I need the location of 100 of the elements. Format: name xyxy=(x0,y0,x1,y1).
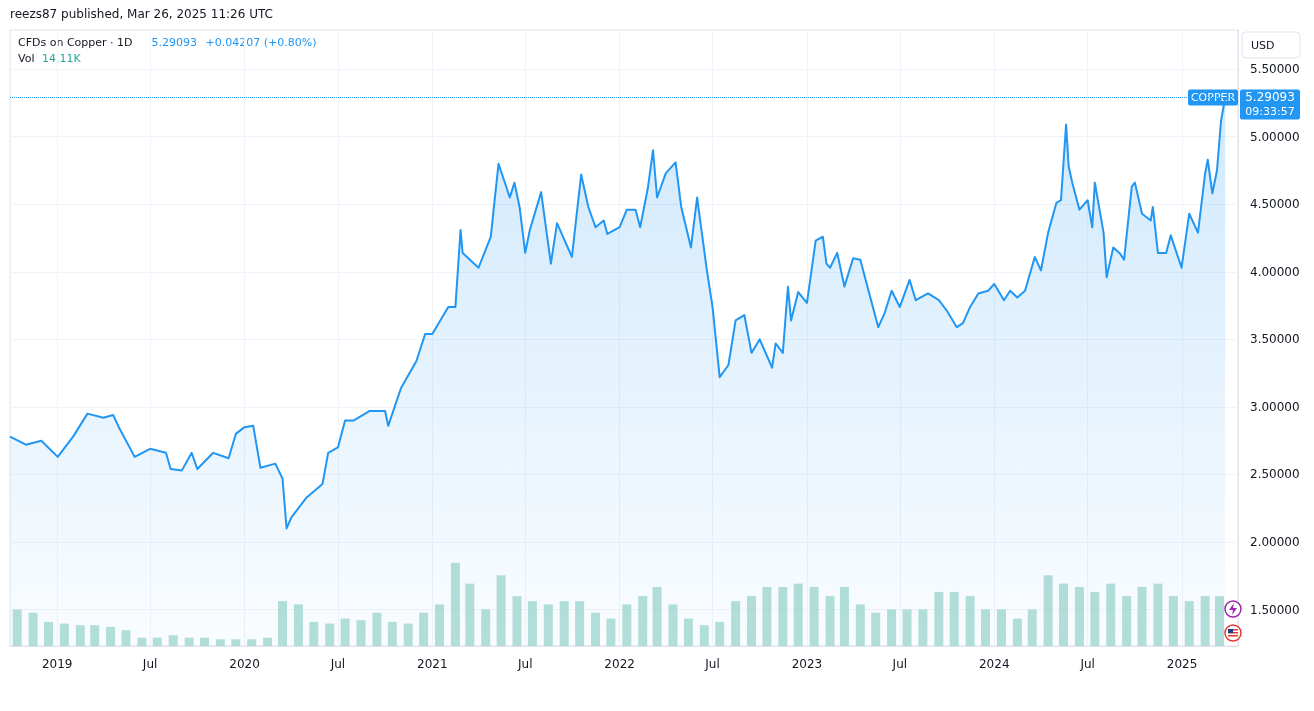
bar xyxy=(1137,586,1147,646)
x-tick-label: 2021 xyxy=(417,657,448,671)
y-axis-title: USD xyxy=(1251,38,1275,52)
bar xyxy=(90,625,100,646)
bar xyxy=(387,621,397,646)
annotation: Vol xyxy=(18,51,35,65)
bar xyxy=(1200,596,1210,646)
bar xyxy=(1059,583,1069,646)
bar xyxy=(1184,601,1194,646)
bar xyxy=(715,621,725,646)
x-tick-label: 2024 xyxy=(978,657,1010,671)
bar xyxy=(465,583,475,646)
bar xyxy=(855,604,865,646)
y-tick-label: 3.50000 xyxy=(1250,332,1300,347)
bar xyxy=(199,637,209,646)
bar xyxy=(747,596,757,646)
bar xyxy=(247,639,257,646)
bar xyxy=(1027,609,1037,646)
x-tick-label: 2022 xyxy=(604,657,635,671)
bar xyxy=(1043,575,1053,646)
text: CFDs on Copper · 1D xyxy=(18,35,133,49)
bar xyxy=(591,612,601,646)
bar xyxy=(527,601,537,646)
bar xyxy=(184,637,194,646)
bar xyxy=(403,623,413,646)
bar xyxy=(1074,586,1084,646)
bar xyxy=(1168,596,1178,646)
x-tick-label: Jul xyxy=(516,657,533,671)
bar xyxy=(419,612,429,646)
y-tick-label: 5.00000 xyxy=(1250,129,1300,144)
bar xyxy=(340,618,350,646)
y-tick-label: 2.00000 xyxy=(1250,534,1300,549)
x-tick-label: Jul xyxy=(891,657,908,671)
bar xyxy=(1106,583,1116,646)
bar xyxy=(512,596,522,646)
bar xyxy=(152,637,162,646)
bar xyxy=(372,612,382,646)
x-tick-label: Jul xyxy=(329,657,346,671)
bar xyxy=(606,618,616,646)
annotation: +0.04207 (+0.80%) xyxy=(205,35,317,49)
annotation: 5.29093 xyxy=(151,35,197,49)
x-tick-label: 2025 xyxy=(1166,657,1198,671)
bar xyxy=(793,583,803,646)
bar xyxy=(325,623,335,646)
y-tick-label: 4.50000 xyxy=(1250,197,1300,212)
bar xyxy=(683,618,693,646)
bar xyxy=(277,601,287,646)
y-tick-label: 1.50000 xyxy=(1250,602,1300,617)
bar xyxy=(106,626,116,646)
y-tick-label: 3.00000 xyxy=(1250,399,1300,414)
bar xyxy=(43,621,53,646)
text: reezs87 published, Mar 26, 2025 11:26 UTC xyxy=(10,7,273,21)
bar xyxy=(981,609,991,646)
bar xyxy=(231,639,241,646)
bar xyxy=(137,637,147,646)
bar xyxy=(902,609,912,646)
bar xyxy=(1215,596,1225,646)
bar xyxy=(668,604,678,646)
bar xyxy=(356,620,366,646)
x-tick-label: Jul xyxy=(1079,657,1095,671)
bar xyxy=(543,604,553,646)
bar xyxy=(622,604,632,646)
bar xyxy=(559,601,569,646)
bar xyxy=(778,586,788,646)
y-tick-label: 4.00000 xyxy=(1250,264,1300,279)
text: 09:33:57 xyxy=(1245,104,1295,118)
x-tick-label: 2019 xyxy=(41,657,73,671)
bar xyxy=(949,591,959,646)
bar xyxy=(934,591,944,646)
bar xyxy=(263,637,273,646)
bar xyxy=(699,625,709,646)
bar xyxy=(1153,583,1163,646)
bar xyxy=(1012,618,1022,646)
bar xyxy=(809,586,819,646)
bar xyxy=(496,575,506,646)
x-tick-label: Jul xyxy=(704,657,720,671)
bar xyxy=(575,601,585,646)
bar xyxy=(965,596,975,646)
bar xyxy=(762,586,772,646)
bar xyxy=(481,609,491,646)
bar xyxy=(75,625,85,646)
bar xyxy=(450,562,460,646)
bar xyxy=(168,635,178,646)
bar xyxy=(215,639,225,646)
bar xyxy=(293,604,303,646)
bar xyxy=(887,609,897,646)
x-tick-label: 2020 xyxy=(229,657,260,671)
bar xyxy=(638,596,648,646)
bar xyxy=(871,612,881,646)
bar xyxy=(121,630,131,646)
bar xyxy=(996,609,1006,646)
bar xyxy=(731,601,741,646)
bar xyxy=(825,596,835,646)
text: 5.29093 xyxy=(1245,90,1295,105)
bar xyxy=(918,609,928,646)
x-tick-label: Jul xyxy=(141,657,158,671)
bar xyxy=(839,586,849,646)
x-tick-label: 2023 xyxy=(791,657,823,671)
bar xyxy=(12,609,22,646)
annotation: 14.11K xyxy=(42,51,82,65)
